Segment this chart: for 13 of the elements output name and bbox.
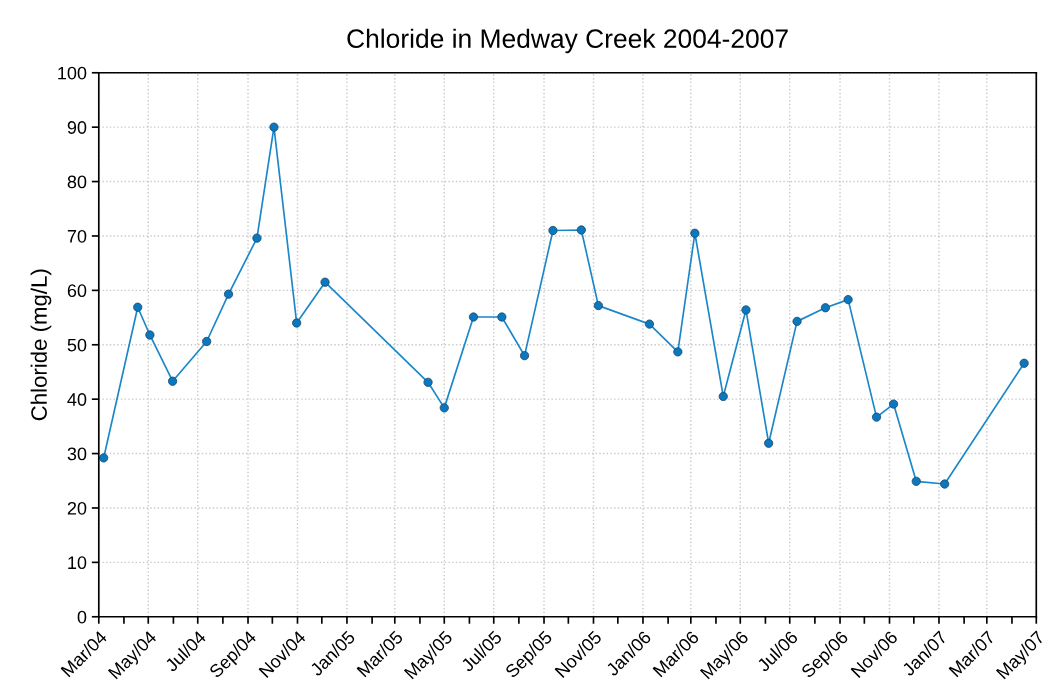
- y-tick-label: 80: [67, 175, 87, 189]
- y-tick-label: 0: [77, 610, 87, 624]
- y-tick-label: 70: [67, 229, 87, 243]
- y-tick-label: 100: [58, 66, 87, 80]
- y-axis-title: Chloride (mg/L): [30, 269, 52, 421]
- y-tick-label: 50: [67, 338, 87, 352]
- chart-title: Chloride in Medway Creek 2004-2007: [347, 28, 788, 54]
- y-tick-label: 20: [67, 501, 87, 515]
- y-tick-label: 60: [67, 284, 87, 298]
- y-tick-label: 40: [67, 393, 87, 406]
- y-tick-label: 90: [67, 121, 87, 134]
- y-tick-label: 10: [68, 556, 87, 570]
- y-tick-label: 30: [67, 447, 87, 461]
